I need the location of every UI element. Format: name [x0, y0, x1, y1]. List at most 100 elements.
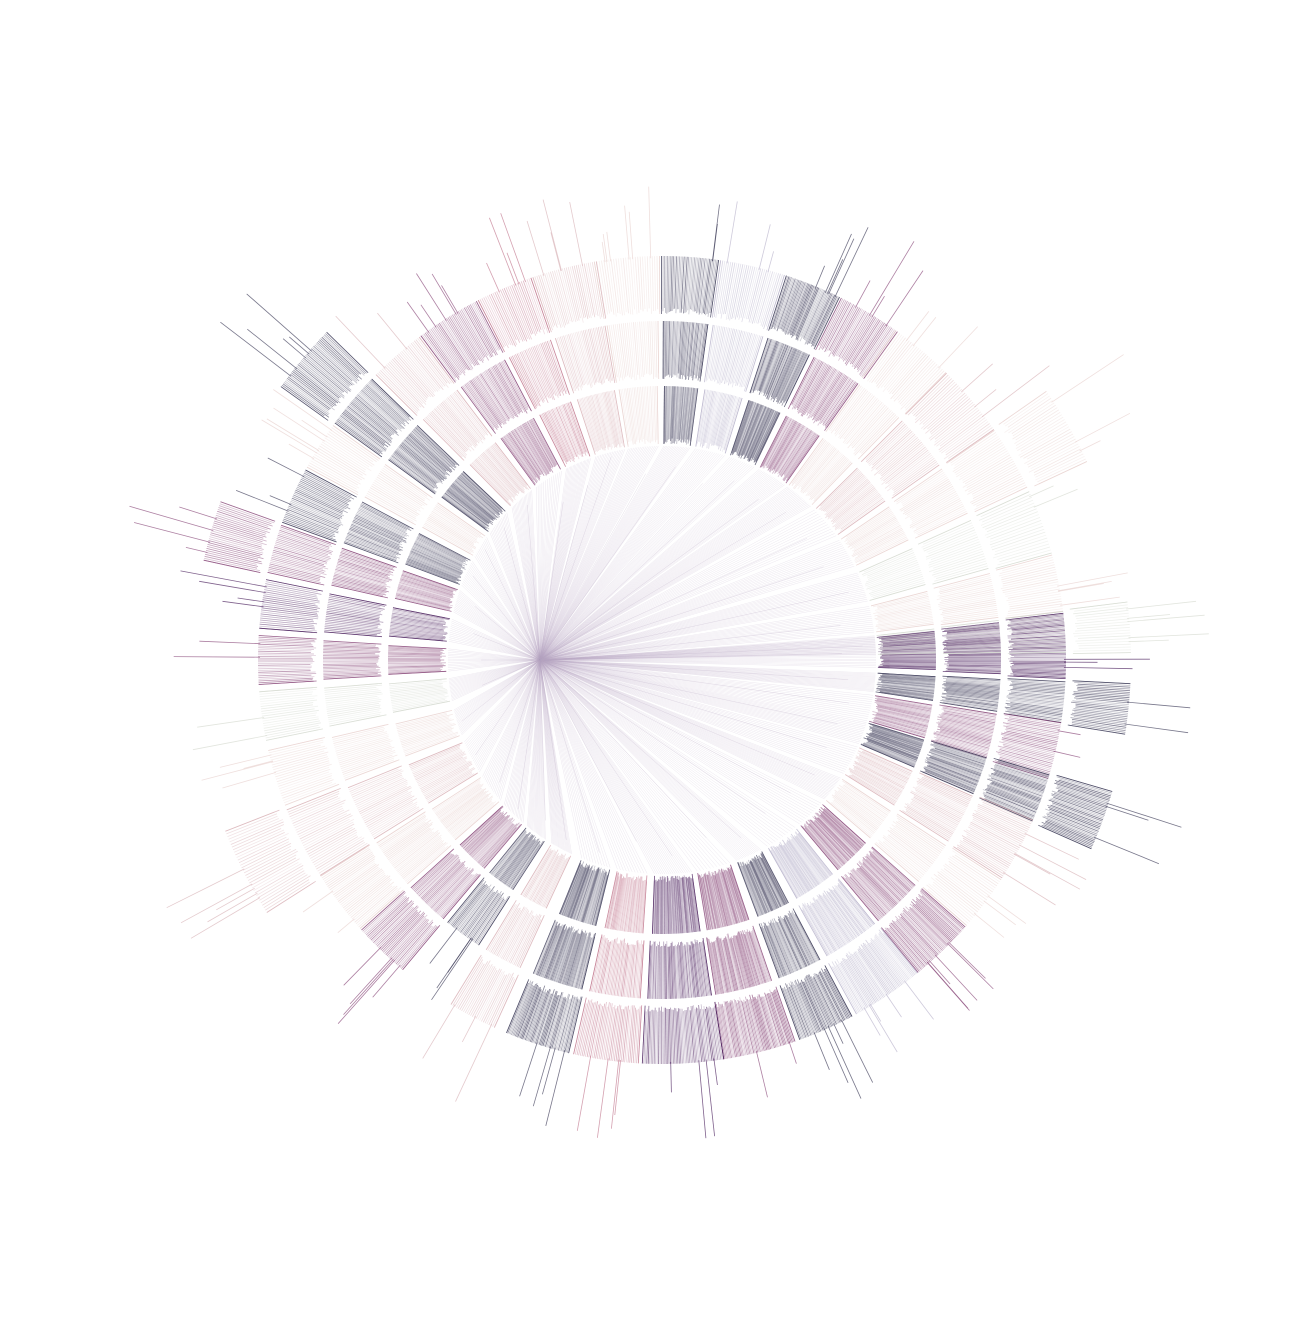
- band-edge: [280, 386, 329, 421]
- ring-stroke: [727, 1000, 739, 1057]
- ring-stroke: [210, 532, 262, 548]
- band-edge: [837, 500, 886, 535]
- tree-link: [539, 659, 544, 838]
- ring-stroke: [684, 876, 692, 933]
- ring-stroke: [338, 556, 391, 574]
- ring-stroke: [788, 986, 809, 1037]
- ring-stroke: [300, 478, 348, 504]
- tree-link: [451, 659, 541, 700]
- ring-stroke: [508, 980, 532, 1035]
- ring-stroke: [207, 544, 264, 560]
- ring-stroke: [261, 609, 319, 618]
- ring-stroke: [1005, 727, 1059, 739]
- ring-stroke: [579, 937, 593, 989]
- ring-stroke: [681, 321, 686, 376]
- ring-stroke: [494, 292, 517, 340]
- ring-stroke: [592, 871, 608, 926]
- ring-stroke: [261, 705, 319, 715]
- ring-stroke: [433, 508, 478, 538]
- tree-link: [465, 659, 541, 746]
- ring-stroke: [926, 759, 980, 780]
- tree-link: [539, 659, 863, 735]
- ring-stroke: [669, 880, 673, 934]
- ring-stroke: [561, 404, 583, 457]
- ring-stroke: [259, 693, 313, 700]
- ring-stroke: [450, 800, 492, 835]
- ring-stroke: [633, 322, 639, 375]
- ring-stroke: [744, 267, 758, 319]
- ring-stroke: [544, 412, 569, 462]
- ring-stroke: [208, 540, 263, 556]
- ring-stroke: [416, 757, 468, 784]
- ring-stroke: [997, 543, 1050, 560]
- ring-stroke: [779, 917, 804, 969]
- ring-stroke: [445, 398, 484, 444]
- ring-stroke: [456, 477, 499, 516]
- ring-stroke: [893, 827, 937, 860]
- ring-stroke: [760, 852, 788, 905]
- ring-stroke: [963, 830, 1014, 859]
- ring-stroke: [621, 877, 631, 932]
- ring-stroke: [656, 880, 658, 934]
- ring-stroke: [534, 921, 557, 975]
- ring-stroke: [246, 850, 298, 879]
- ring-stroke: [943, 650, 1001, 653]
- ring-stroke: [594, 394, 609, 450]
- ring-stroke: [868, 729, 922, 748]
- ring-stroke: [412, 546, 462, 569]
- ring-stroke: [532, 346, 556, 401]
- ring-stroke: [279, 528, 333, 547]
- ring-stroke: [601, 260, 610, 314]
- ring-stroke: [573, 265, 587, 318]
- ring-stroke: [803, 290, 826, 339]
- ring-stroke: [877, 683, 935, 691]
- ring-stroke: [260, 699, 318, 707]
- band-edge: [761, 851, 789, 904]
- ring-stroke: [804, 366, 833, 416]
- ring-stroke: [323, 664, 378, 667]
- ring-stroke: [917, 777, 970, 803]
- ring-stroke: [917, 510, 967, 536]
- ring-stroke: [451, 801, 493, 836]
- ring-stroke: [947, 669, 1001, 672]
- ring-stroke: [839, 395, 875, 439]
- ring-stroke: [879, 636, 936, 642]
- ring-stroke: [281, 777, 332, 797]
- ring-stroke: [831, 966, 859, 1014]
- ring-stroke: [855, 870, 893, 910]
- ring-stroke: [799, 289, 823, 342]
- ring-stroke: [730, 937, 744, 990]
- ring-stroke: [451, 884, 486, 927]
- band-edge: [871, 846, 916, 886]
- ring-stroke: [725, 329, 739, 384]
- ring-stroke: [510, 356, 537, 409]
- ring-stroke: [683, 1011, 688, 1064]
- ring-stroke: [815, 374, 847, 422]
- tree-link: [539, 464, 576, 661]
- ring-stroke: [1005, 708, 1063, 717]
- band-edge: [388, 635, 447, 642]
- ring-stroke: [735, 401, 754, 453]
- ring-stroke: [961, 835, 1011, 865]
- tree-link: [539, 495, 800, 661]
- ring-stroke: [258, 645, 317, 649]
- ring-stroke: [686, 322, 692, 380]
- ring-stroke: [875, 706, 930, 719]
- ring-stroke: [541, 413, 568, 465]
- ring-stroke: [853, 767, 901, 795]
- ring-stroke: [610, 943, 620, 996]
- ring-stroke: [258, 671, 316, 675]
- ring-stroke: [287, 790, 340, 813]
- ring-stroke: [1012, 628, 1065, 634]
- tree-link: [539, 606, 870, 661]
- ring-stroke: [873, 719, 926, 735]
- tree-link: [461, 584, 541, 661]
- ring-stroke: [1006, 608, 1063, 617]
- ring-stroke: [755, 412, 780, 462]
- tree-link: [539, 659, 875, 690]
- ring-stroke: [515, 354, 541, 407]
- ring-stroke: [390, 691, 448, 701]
- tree-link: [539, 454, 721, 661]
- ring-stroke: [880, 647, 936, 651]
- ring-stroke: [670, 386, 674, 445]
